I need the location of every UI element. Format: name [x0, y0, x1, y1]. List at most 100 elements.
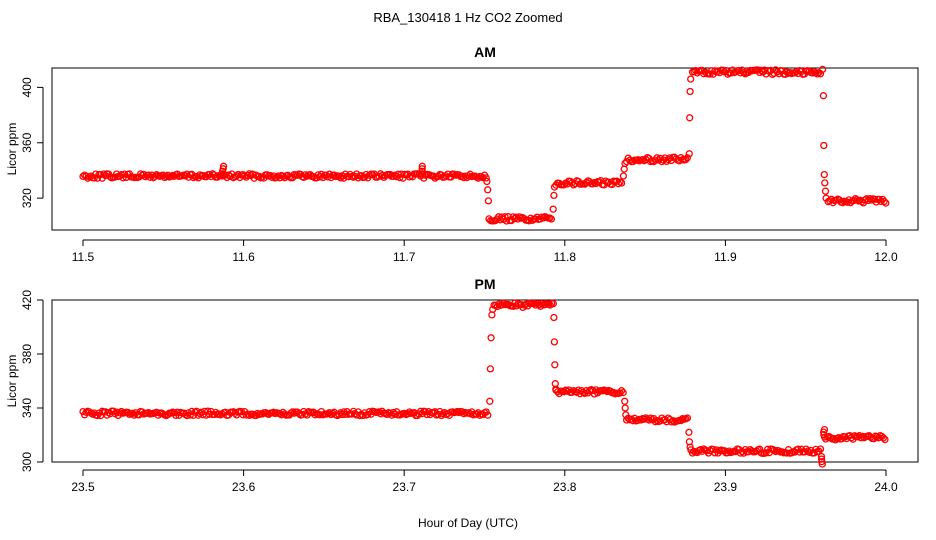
data-point	[621, 397, 629, 405]
panel-pm-y-label: Licor ppm	[5, 355, 19, 408]
data-point	[770, 446, 778, 454]
data-point	[619, 172, 628, 180]
x-tick-label: 23.5	[71, 480, 95, 494]
data-point	[330, 171, 338, 179]
data-point	[685, 428, 693, 436]
x-tick-label: 24.0	[874, 480, 898, 494]
data-point	[482, 174, 490, 182]
data-point	[683, 154, 692, 162]
data-point	[617, 179, 626, 187]
data-point	[219, 170, 227, 178]
data-point	[244, 171, 252, 180]
data-point	[820, 141, 828, 150]
data-point	[646, 414, 655, 422]
data-point	[288, 408, 297, 416]
data-point	[189, 173, 198, 182]
data-point	[301, 171, 310, 179]
data-point	[550, 338, 559, 346]
data-point	[418, 167, 426, 175]
data-point	[82, 172, 90, 180]
data-point	[619, 388, 627, 397]
x-tick-label: 11.6	[232, 250, 255, 264]
x-tick-label: 12.0	[874, 250, 898, 264]
y-tick-label: 380	[20, 344, 34, 364]
data-point	[551, 361, 559, 369]
data-point	[484, 411, 492, 419]
data-point	[549, 205, 557, 213]
data-point	[568, 388, 576, 396]
x-tick-label: 23.9	[714, 480, 738, 494]
data-point	[290, 409, 298, 417]
data-point	[484, 186, 492, 194]
panel-am: AM 11.5 11.6 11.7 11.8 11.9 12.0 320 360 400 Li…	[5, 44, 919, 264]
panel-pm-y-axis: 300 340 380 420	[20, 290, 44, 472]
data-point	[817, 455, 826, 463]
data-point	[547, 215, 556, 223]
data-point	[686, 114, 694, 122]
y-tick-label: 300	[20, 452, 34, 472]
data-point	[762, 449, 770, 457]
y-tick-label: 400	[20, 77, 34, 97]
data-point	[686, 443, 694, 451]
data-point	[819, 428, 828, 436]
data-point	[686, 87, 694, 96]
data-point	[484, 197, 493, 205]
x-tick-label: 23.7	[393, 480, 417, 494]
x-tick-label: 11.8	[554, 250, 577, 264]
data-point	[106, 173, 114, 181]
y-tick-label: 320	[20, 188, 34, 208]
data-point	[688, 449, 697, 457]
data-point	[514, 300, 522, 308]
y-tick-label: 340	[20, 398, 34, 418]
data-point	[880, 197, 888, 206]
data-point	[813, 70, 821, 78]
data-point	[418, 162, 426, 170]
data-point	[820, 433, 829, 441]
panel-pm-frame	[51, 299, 919, 463]
data-point	[805, 448, 813, 456]
data-point	[515, 213, 524, 221]
data-point	[119, 174, 127, 182]
data-point	[550, 191, 558, 200]
data-point	[724, 449, 732, 457]
x-tick-label: 11.9	[714, 250, 737, 264]
data-point	[879, 434, 888, 442]
data-point	[489, 305, 497, 314]
data-point	[621, 159, 629, 168]
data-point	[502, 217, 511, 225]
data-point	[293, 171, 302, 179]
data-point	[621, 404, 629, 412]
panel-am-frame	[51, 67, 919, 231]
data-point	[552, 385, 560, 393]
x-axis-label: Hour of Day (UTC)	[418, 516, 518, 530]
data-point	[530, 299, 538, 308]
figure-title: RBA_130418 1 Hz CO2 Zoomed	[373, 10, 562, 25]
panel-am-points	[79, 65, 890, 225]
data-point	[792, 67, 801, 76]
panel-am-title: AM	[474, 44, 496, 60]
y-tick-label: 420	[20, 290, 34, 310]
data-point	[821, 179, 829, 187]
data-point	[877, 197, 885, 206]
panel-pm-x-axis: 23.5 23.6 23.7 23.8 23.9 24.0	[71, 469, 898, 494]
data-point	[311, 411, 319, 419]
data-point	[487, 334, 495, 342]
panel-am-y-label: Licor ppm	[5, 123, 19, 176]
data-point	[614, 180, 623, 188]
data-point	[819, 92, 828, 100]
data-point	[838, 199, 847, 207]
data-point	[617, 387, 626, 395]
data-point	[255, 172, 263, 181]
data-point	[442, 172, 450, 180]
data-point	[188, 407, 196, 416]
panel-am-x-axis: 11.5 11.6 11.7 11.8 11.9 12.0	[72, 239, 898, 264]
data-point	[719, 66, 727, 74]
data-point	[546, 214, 554, 222]
data-point	[486, 365, 495, 373]
panel-am-y-axis: 320 360 400	[20, 77, 44, 208]
data-point	[205, 170, 214, 179]
data-point	[274, 172, 282, 180]
data-point	[881, 435, 889, 444]
data-point	[269, 408, 278, 416]
